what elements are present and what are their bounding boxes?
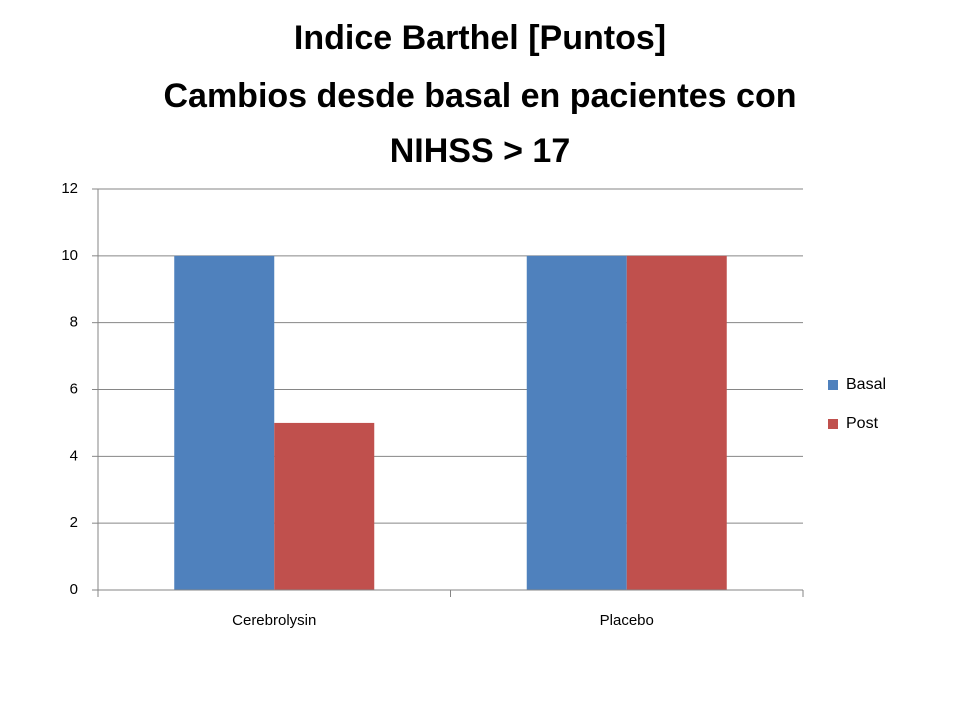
legend-swatch xyxy=(828,380,838,390)
bar xyxy=(174,255,275,591)
bar xyxy=(626,255,727,591)
bar xyxy=(526,255,627,591)
chart-title: Indice Barthel [Puntos] xyxy=(294,19,666,57)
x-tick-label: Cerebrolysin xyxy=(232,612,316,629)
legend-swatch xyxy=(828,419,838,429)
y-tick-label: 4 xyxy=(70,447,78,464)
y-tick-label: 6 xyxy=(70,380,78,397)
y-tick-label: 0 xyxy=(70,581,78,598)
chart-title: NIHSS > 17 xyxy=(390,132,570,170)
x-tick-label: Placebo xyxy=(600,612,654,629)
y-tick-label: 12 xyxy=(61,180,78,197)
chart-title: Cambios desde basal en pacientes con xyxy=(163,77,796,115)
y-tick-label: 10 xyxy=(61,247,78,264)
y-tick-label: 8 xyxy=(70,314,78,331)
y-tick-label: 2 xyxy=(70,514,78,531)
legend-label: Basal xyxy=(846,376,886,393)
bar xyxy=(274,422,375,590)
legend-label: Post xyxy=(846,415,879,432)
